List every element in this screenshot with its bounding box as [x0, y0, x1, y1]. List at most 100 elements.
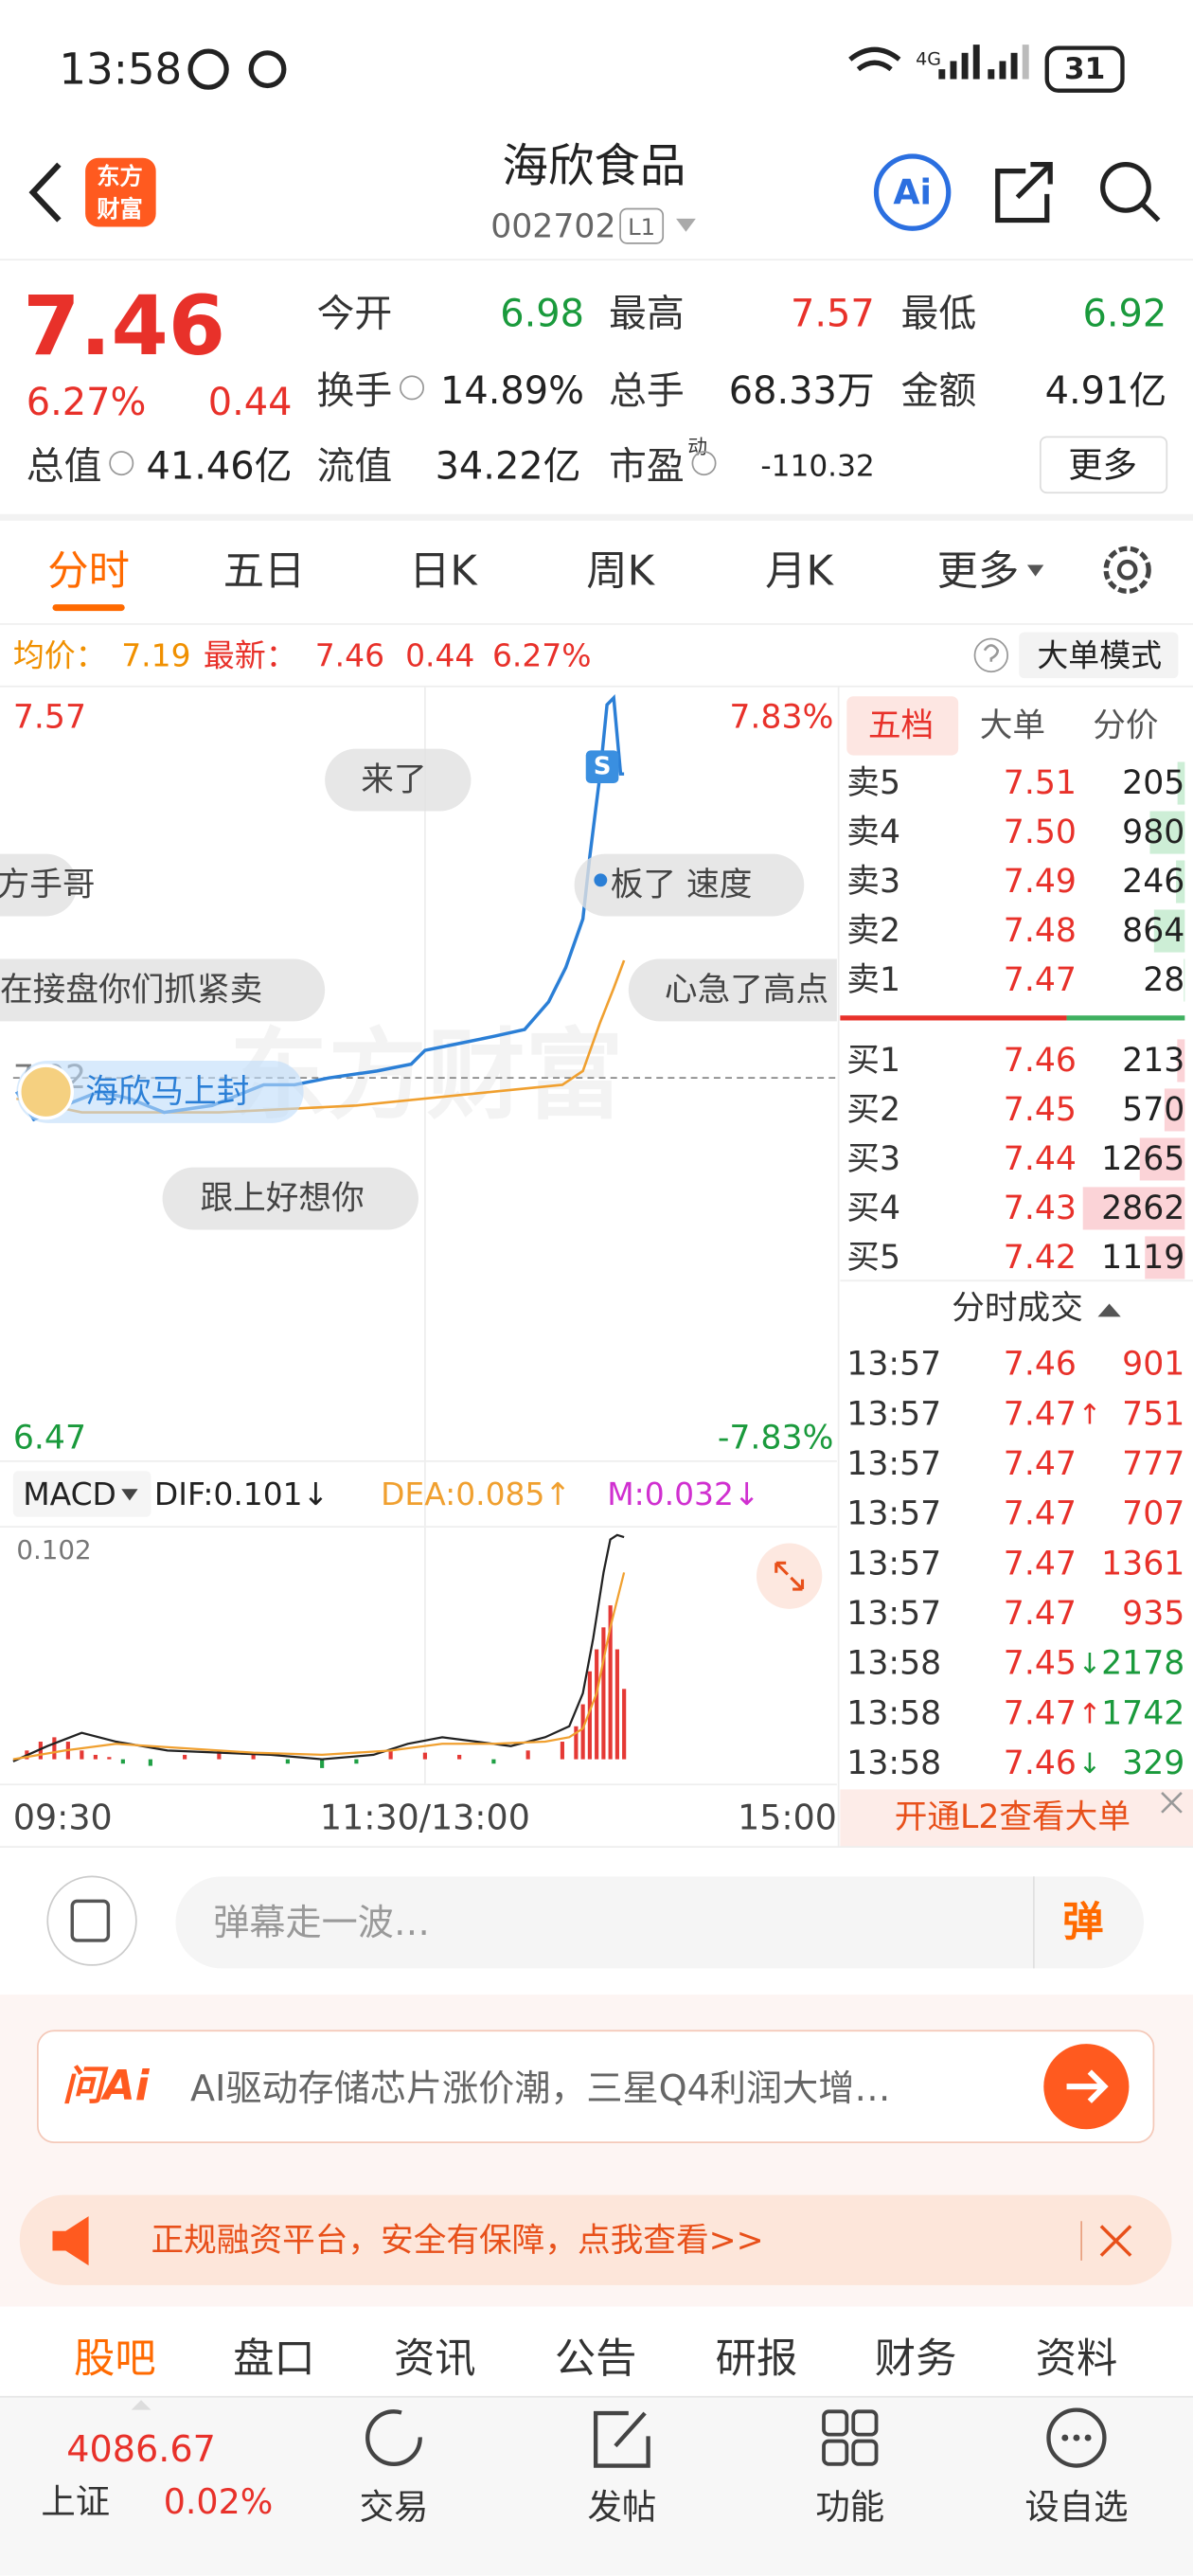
- book-volume: 205: [1122, 764, 1184, 802]
- l2-text: 开通L2查看大单: [895, 1798, 1131, 1836]
- indicator-select[interactable]: [12, 1471, 151, 1517]
- ai-banner[interactable]: [36, 2030, 1155, 2143]
- section-tab[interactable]: 公告: [555, 2335, 637, 2383]
- trade-time: 13:58: [846, 1645, 941, 1683]
- stock-code: 002702: [490, 208, 615, 246]
- info-icon: [109, 451, 134, 476]
- y2-tick-label: -7.83%: [718, 1420, 834, 1458]
- nav-label[interactable]: 设自选: [1024, 2486, 1128, 2527]
- change-pct-small: 6.27%: [492, 636, 592, 673]
- nav-icon: [1084, 2434, 1092, 2442]
- signal-bar: [1010, 52, 1018, 80]
- mode-button[interactable]: [1019, 632, 1179, 679]
- level-badge: [619, 207, 665, 244]
- book-label: 买3: [846, 1140, 900, 1178]
- stock-name: 海欣食品: [502, 139, 686, 192]
- nav-icon: [822, 2439, 849, 2466]
- field-label: 最高: [609, 292, 685, 335]
- trade-time: 13:57: [846, 1395, 941, 1433]
- expand-icon: [775, 1561, 805, 1591]
- book-price: 7.43: [1004, 1190, 1077, 1227]
- expand-button[interactable]: [756, 1543, 823, 1609]
- danmaku-bubble: [0, 853, 78, 917]
- volume-bar: [1176, 860, 1185, 903]
- signal-bar: [961, 52, 969, 80]
- trade-volume: 1742: [1101, 1694, 1184, 1732]
- book-tab[interactable]: 分价: [1093, 707, 1158, 744]
- index-value[interactable]: 4086.67: [66, 2428, 216, 2470]
- macd-bar: [52, 1737, 57, 1760]
- book-tab[interactable]: 五档: [868, 707, 934, 744]
- period-tab[interactable]: 更多: [937, 547, 1020, 595]
- status-icon: [248, 50, 287, 89]
- macd-bar: [608, 1605, 613, 1760]
- trade-price: 7.46: [1004, 1744, 1077, 1782]
- section-gap: [0, 513, 1193, 521]
- search-button[interactable]: [1100, 162, 1151, 213]
- book-label: 卖5: [846, 764, 900, 802]
- macd-bar: [183, 1754, 187, 1760]
- trade-price: 7.47: [1004, 1445, 1077, 1483]
- section-tab[interactable]: 盘口: [233, 2335, 315, 2383]
- ad-banner[interactable]: [19, 2194, 1172, 2285]
- danmaku-input[interactable]: [175, 1876, 1145, 1969]
- help-icon: [983, 644, 1000, 662]
- trade-volume: 935: [1122, 1595, 1184, 1633]
- y-tick-label: 7.57: [13, 699, 86, 737]
- l2-banner[interactable]: [840, 1789, 1193, 1848]
- book-label: 买5: [846, 1239, 900, 1277]
- period-tab[interactable]: 日K: [409, 547, 478, 595]
- ai-button[interactable]: [873, 153, 952, 231]
- book-label: 卖3: [846, 863, 900, 901]
- danmaku-text: 心急了高点: [665, 971, 828, 1009]
- more-button[interactable]: [1039, 436, 1168, 494]
- macd-bar: [38, 1742, 43, 1760]
- share-button[interactable]: [995, 162, 1053, 224]
- speaker-icon: [52, 2216, 89, 2266]
- field-value: 34.22亿: [436, 445, 581, 489]
- macd-bar: [614, 1649, 619, 1760]
- macd-bar: [93, 1754, 98, 1760]
- field-label: 最低: [900, 292, 976, 335]
- trade-price: 7.47: [1004, 1395, 1077, 1433]
- section-tab[interactable]: 财务: [875, 2335, 957, 2383]
- settings-button[interactable]: [1103, 546, 1151, 594]
- nav-label[interactable]: 功能: [815, 2486, 884, 2527]
- nav-icon: [851, 2439, 879, 2466]
- book-tab[interactable]: 大单: [980, 707, 1045, 744]
- period-tab[interactable]: 周K: [586, 547, 655, 595]
- period-tab[interactable]: 分时: [47, 547, 130, 595]
- section-tab[interactable]: 股吧: [74, 2335, 156, 2383]
- battery-level: 31: [1064, 52, 1105, 86]
- signal-bar: [938, 69, 946, 80]
- book-label: 买1: [846, 1042, 900, 1080]
- signal-bar: [972, 45, 980, 80]
- trade-time: 13:57: [846, 1595, 941, 1633]
- nav-label[interactable]: 交易: [360, 2486, 429, 2527]
- trade-time: 13:57: [846, 1346, 941, 1384]
- volume-bar: [1164, 1088, 1185, 1132]
- period-tab[interactable]: 五日: [223, 547, 306, 595]
- nav-label[interactable]: 发帖: [587, 2486, 656, 2527]
- section-tab[interactable]: 资讯: [394, 2335, 476, 2383]
- change-small: 0.44: [405, 636, 474, 673]
- indicator-name: MACD: [23, 1476, 116, 1512]
- danmaku-settings[interactable]: [46, 1875, 137, 1966]
- danmaku-bubble: [16, 1060, 304, 1123]
- trade-volume: 1361: [1101, 1545, 1184, 1583]
- trade-time: 13:58: [846, 1744, 941, 1782]
- section-tab[interactable]: 研报: [716, 2335, 798, 2383]
- back-button[interactable]: [28, 162, 62, 223]
- send-button[interactable]: 弹: [1062, 1899, 1103, 1946]
- trade-price: 7.47: [1004, 1694, 1077, 1732]
- field-value: 7.57: [791, 292, 875, 335]
- danmaku-avatar: [18, 1064, 74, 1120]
- close-icon[interactable]: [1099, 2225, 1132, 2257]
- macd-bar: [285, 1759, 290, 1764]
- index-indicator: [131, 2400, 151, 2410]
- danmaku-bubble: [574, 853, 805, 917]
- section-tab[interactable]: 资料: [1036, 2335, 1118, 2383]
- period-tab[interactable]: 月K: [765, 547, 834, 595]
- signal-bar: [988, 69, 995, 80]
- field-label: 市盈: [609, 445, 685, 489]
